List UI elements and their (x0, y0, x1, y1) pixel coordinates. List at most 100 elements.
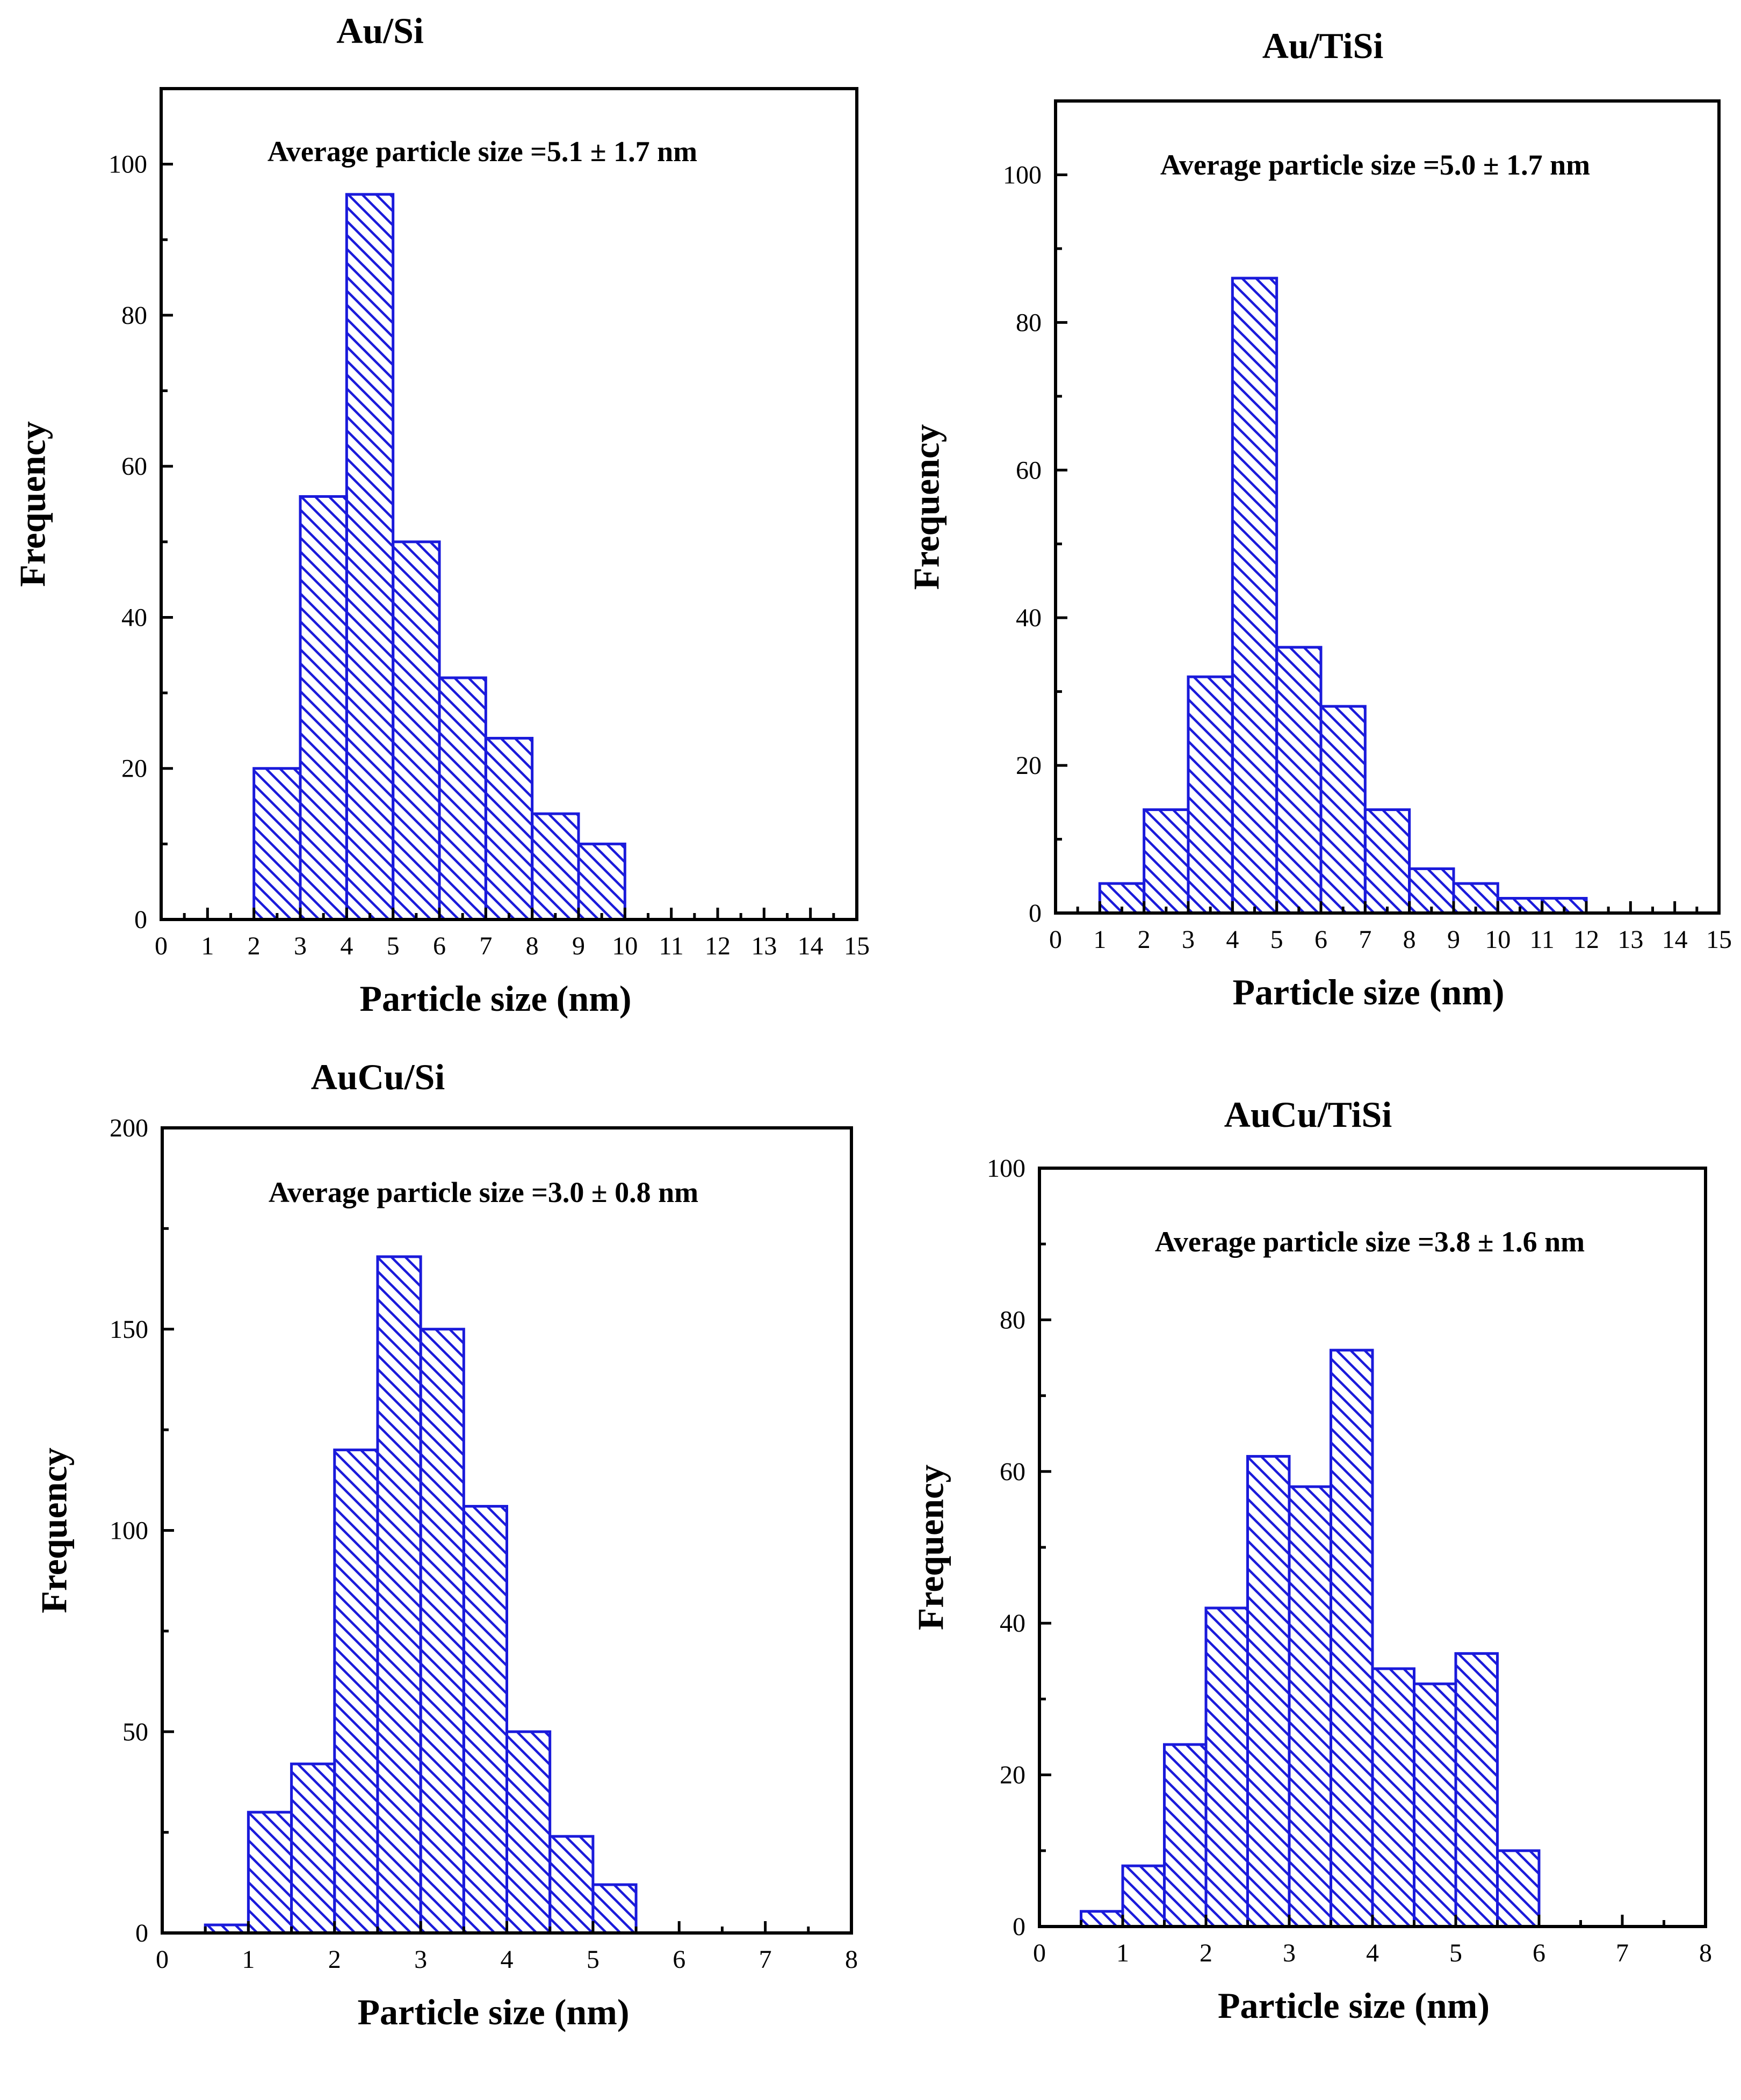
y-tick-label: 60 (121, 452, 147, 481)
histogram-bar (591, 1883, 638, 1935)
x-tick-label: 0 (1049, 925, 1062, 954)
x-tick-label: 4 (1226, 925, 1239, 954)
chart-title: AuCu/TiSi (1224, 1094, 1392, 1135)
x-tick-label: 13 (751, 932, 777, 960)
y-tick-label: 20 (121, 755, 147, 783)
histogram-bar (290, 1762, 336, 1935)
y-tick-label: 20 (1000, 1761, 1025, 1790)
plot-frame (1054, 99, 1721, 915)
x-tick-label: 1 (242, 1945, 255, 1974)
x-tick-label: 12 (705, 932, 731, 960)
y-axis-label: Frequency (12, 421, 53, 587)
x-tick-label: 14 (798, 932, 823, 960)
y-tick-label: 0 (1013, 1913, 1025, 1941)
histogram-bar (419, 1328, 465, 1935)
x-tick-label: 3 (1283, 1939, 1296, 1967)
x-tick-label: 8 (1699, 1939, 1712, 1967)
chart-title: AuCu/Si (311, 1056, 445, 1097)
histogram-bar (1143, 808, 1190, 915)
histogram-bar (1231, 277, 1278, 915)
y-tick-label: 20 (1016, 751, 1042, 780)
panel-1: 0 1 2 3 4 5 6 7 8 9 10 11 12 13 14 15020406080100Au/TiS… (906, 25, 1732, 1012)
x-axis-label: Particle size (nm) (358, 1992, 630, 2032)
y-tick-label: 100 (1003, 161, 1042, 189)
average-size-annotation: Average particle size =5.1 ± 1.7 nm (268, 135, 697, 168)
y-axis-label: Frequency (34, 1447, 75, 1613)
x-tick-label: 12 (1573, 925, 1599, 954)
x-tick-label: 9 (572, 932, 585, 960)
y-tick-label: 50 (122, 1718, 148, 1746)
histogram-bar (1246, 1455, 1291, 1928)
panel-2: 0 1 2 3 4 5 6 7 8 0 50 100 150 200 AuCu/Si Average part… (34, 1056, 858, 2032)
histogram-bar (1454, 1652, 1499, 1928)
x-axis-label: Particle size (nm) (360, 978, 632, 1019)
histogram-bar (505, 1730, 552, 1935)
histogram-bar (1413, 1682, 1457, 1928)
average-size-annotation: Average particle size =3.0 ± 0.8 nm (269, 1176, 698, 1208)
x-tick-label: 4 (501, 1945, 514, 1974)
x-tick-label: 11 (659, 932, 684, 960)
histogram-bar (1330, 1349, 1374, 1928)
x-tick-label: 5 (1449, 1939, 1462, 1967)
chart-title: Au/Si (336, 10, 424, 51)
x-tick-label: 8 (1403, 925, 1416, 954)
y-tick-label: 0 (134, 906, 147, 934)
histogram-bar (1275, 646, 1323, 915)
x-tick-label: 8 (845, 1945, 858, 1974)
x-tick-label: 8 (526, 932, 539, 960)
histogram-bar (1408, 867, 1455, 915)
x-tick-label: 6 (673, 1945, 685, 1974)
y-tick-label: 40 (121, 603, 147, 632)
x-tick-label: 1 (1093, 925, 1106, 954)
panel-0: 0 1 2 3 4 5 6 7 8 9 10 11 12 13 14 15020406080100Au/SiA… (12, 10, 870, 1019)
x-tick-label: 5 (1270, 925, 1283, 954)
x-tick-label: 11 (1530, 925, 1555, 954)
y-tick-label: 0 (1029, 899, 1042, 928)
y-tick-label: 150 (110, 1315, 148, 1344)
x-tick-label: 7 (759, 1945, 772, 1974)
x-tick-label: 2 (1138, 925, 1151, 954)
histogram-bar (1371, 1667, 1415, 1928)
histogram-bar (376, 1255, 422, 1935)
histogram-bar (484, 736, 534, 921)
x-tick-label: 9 (1447, 925, 1460, 954)
x-tick-label: 15 (1706, 925, 1732, 954)
x-tick-label: 4 (1366, 1939, 1379, 1967)
x-tick-label: 0 (155, 932, 168, 960)
x-tick-label: 0 (1033, 1939, 1046, 1967)
histogram-bar (1288, 1485, 1332, 1928)
y-tick-label: 60 (1016, 456, 1042, 484)
x-tick-label: 14 (1662, 925, 1688, 954)
histogram-bar (252, 767, 302, 921)
histogram-bar (1363, 808, 1411, 915)
histogram-bar (1319, 705, 1367, 915)
histogram-bar (1496, 1849, 1541, 1928)
histogram-bar (577, 842, 626, 921)
x-tick-label: 5 (587, 1945, 599, 1974)
x-tick-label: 6 (433, 932, 446, 960)
x-tick-label: 7 (1616, 1939, 1629, 1967)
chart-title: Au/TiSi (1262, 25, 1384, 66)
x-tick-label: 5 (387, 932, 400, 960)
x-tick-label: 2 (1200, 1939, 1212, 1967)
x-tick-label: 7 (1359, 925, 1371, 954)
histogram-bar (392, 540, 441, 921)
y-tick-label: 40 (1000, 1609, 1025, 1638)
x-tick-label: 10 (612, 932, 638, 960)
x-tick-label: 4 (340, 932, 353, 960)
histogram-bar (333, 1449, 379, 1935)
x-tick-label: 15 (844, 932, 870, 960)
histogram-bar (1121, 1864, 1166, 1928)
histogram-bar (299, 495, 348, 921)
y-tick-label: 100 (987, 1154, 1025, 1183)
y-tick-label: 40 (1016, 604, 1042, 632)
x-tick-label: 10 (1485, 925, 1511, 954)
x-tick-label: 2 (328, 1945, 341, 1974)
x-tick-label: 1 (1116, 1939, 1129, 1967)
x-tick-label: 6 (1533, 1939, 1545, 1967)
x-tick-label: 3 (294, 932, 307, 960)
histogram-bar (1187, 675, 1234, 915)
y-tick-label: 100 (109, 150, 147, 179)
